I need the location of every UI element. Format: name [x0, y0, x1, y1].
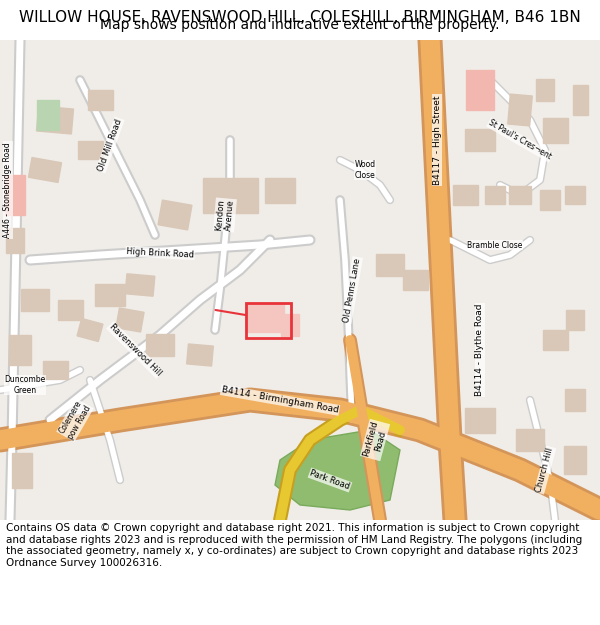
Bar [565, 389, 585, 411]
Text: Park Road: Park Road [309, 469, 351, 491]
Text: Contains OS data © Crown copyright and database right 2021. This information is : Contains OS data © Crown copyright and d… [6, 523, 582, 568]
Bar [466, 70, 494, 110]
Bar [565, 186, 585, 204]
Bar [43, 361, 67, 379]
Bar [88, 90, 113, 110]
Bar [187, 344, 214, 366]
Text: WILLOW HOUSE, RAVENSWOOD HILL, COLESHILL, BIRMINGHAM, B46 1BN: WILLOW HOUSE, RAVENSWOOD HILL, COLESHILL… [19, 10, 581, 25]
Bar [12, 452, 32, 488]
Bar [265, 177, 295, 202]
Bar [542, 330, 568, 350]
Bar [77, 319, 103, 341]
Bar [58, 300, 83, 320]
Polygon shape [275, 430, 400, 510]
Text: Church Hill: Church Hill [535, 446, 556, 494]
Bar [564, 446, 586, 474]
Bar [116, 308, 144, 332]
Bar [566, 310, 584, 330]
Bar [508, 94, 532, 126]
Bar [465, 129, 495, 151]
Text: B4117 - High Street: B4117 - High Street [433, 95, 442, 185]
Bar [452, 185, 478, 205]
Bar [403, 270, 427, 290]
Bar [246, 304, 284, 332]
Bar [245, 302, 290, 338]
Text: Parkfield
Road: Parkfield Road [361, 420, 389, 460]
Text: Duncombe
Green: Duncombe Green [4, 375, 46, 395]
Text: Old Mill Road: Old Mill Road [97, 118, 124, 172]
Text: A446 - Stonebridge Road: A446 - Stonebridge Road [4, 142, 13, 238]
Bar [21, 289, 49, 311]
Bar [281, 314, 299, 336]
Bar [376, 254, 404, 276]
Bar [485, 186, 505, 204]
Bar [516, 429, 544, 451]
Text: Old Penns Lane: Old Penns Lane [342, 257, 362, 323]
Text: Bramble Close: Bramble Close [467, 241, 523, 249]
Text: Colemere
pow Road: Colemere pow Road [57, 399, 93, 441]
Text: Kendon
Avenue: Kendon Avenue [214, 198, 236, 232]
Text: St Paul's Cres¬ent: St Paul's Cres¬ent [487, 118, 553, 162]
Text: Wood
Close: Wood Close [355, 160, 376, 180]
Bar [77, 141, 103, 159]
Text: Map shows position and indicative extent of the property.: Map shows position and indicative extent… [100, 18, 500, 32]
Text: B4114 - Birmingham Road: B4114 - Birmingham Road [221, 385, 339, 415]
Bar [203, 177, 257, 212]
Bar [540, 190, 560, 210]
Bar [5, 175, 25, 215]
Bar [125, 274, 155, 296]
Bar [9, 335, 31, 365]
Bar [146, 334, 174, 356]
Text: B4114 - Blythe Road: B4114 - Blythe Road [476, 304, 485, 396]
Bar [542, 118, 568, 142]
Bar [465, 408, 495, 432]
Text: High Brink Road: High Brink Road [126, 247, 194, 259]
Bar [37, 106, 74, 134]
Bar [28, 158, 62, 182]
Text: Ravenswood Hill: Ravenswood Hill [107, 322, 163, 378]
Bar [95, 284, 125, 306]
Bar [509, 186, 531, 204]
Bar [37, 100, 59, 130]
Bar [572, 85, 587, 115]
Bar [6, 228, 24, 253]
Bar [536, 79, 554, 101]
Bar [158, 200, 192, 230]
